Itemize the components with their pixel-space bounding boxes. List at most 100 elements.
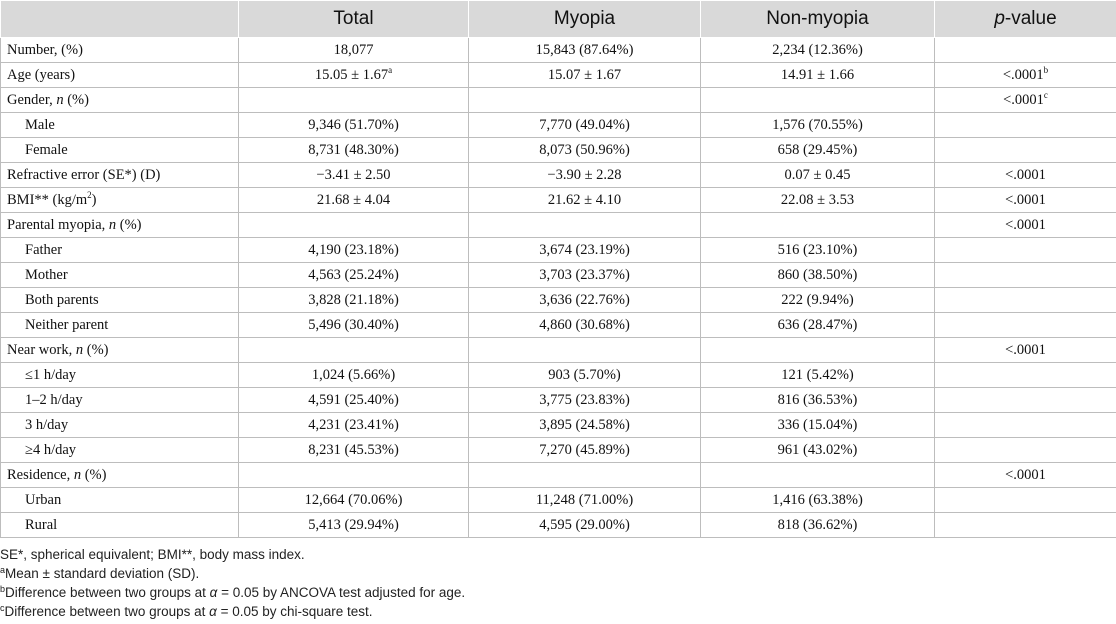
- header-myopia: Myopia: [468, 0, 701, 38]
- row-label: 1–2 h/day: [0, 387, 239, 413]
- cell-total: [238, 462, 469, 488]
- row-label: BMI** (kg/m2): [0, 187, 239, 213]
- row-label: Number, (%): [0, 37, 239, 63]
- results-table: Total Myopia Non-myopia p-value Number, …: [0, 0, 1116, 538]
- cell-non-myopia: [700, 337, 935, 363]
- footnote-c: cDifference between two groups at α = 0.…: [0, 602, 465, 621]
- cell-non-myopia: 1,416 (63.38%): [700, 487, 935, 513]
- cell-myopia: −3.90 ± 2.28: [468, 162, 701, 188]
- cell-total: 3,828 (21.18%): [238, 287, 469, 313]
- cell-myopia: 7,770 (49.04%): [468, 112, 701, 138]
- cell-myopia: [468, 337, 701, 363]
- cell-total: 9,346 (51.70%): [238, 112, 469, 138]
- footnote-text: Mean ± standard deviation (SD).: [5, 566, 200, 581]
- table-footnotes: SE*, spherical equivalent; BMI**, body m…: [0, 545, 465, 621]
- cell-myopia: [468, 462, 701, 488]
- header-row: Total Myopia Non-myopia p-value: [0, 0, 1116, 38]
- table-row: Rural 5,413 (29.94%) 4,595 (29.00%) 818 …: [0, 512, 1116, 538]
- cell-p-value: [934, 412, 1116, 438]
- cell-total: 4,231 (23.41%): [238, 412, 469, 438]
- cell-myopia: 15,843 (87.64%): [468, 37, 701, 63]
- cell-non-myopia: 121 (5.42%): [700, 362, 935, 388]
- row-label: Neither parent: [0, 312, 239, 338]
- footnote-mark: c: [0, 603, 5, 613]
- cell-myopia: 3,775 (23.83%): [468, 387, 701, 413]
- row-label: Female: [0, 137, 239, 163]
- cell-myopia: 4,860 (30.68%): [468, 312, 701, 338]
- row-label: Near work, n (%): [0, 337, 239, 363]
- row-label: Urban: [0, 487, 239, 513]
- table-row: Refractive error (SE*) (D) −3.41 ± 2.50 …: [0, 162, 1116, 188]
- footnote-b: bDifference between two groups at α = 0.…: [0, 583, 465, 602]
- cell-myopia: 11,248 (71.00%): [468, 487, 701, 513]
- table-row: 3 h/day 4,231 (23.41%) 3,895 (24.58%) 33…: [0, 412, 1116, 438]
- table-row: Gender, n (%) <.0001c: [0, 87, 1116, 113]
- row-label: 3 h/day: [0, 412, 239, 438]
- table-row: Mother 4,563 (25.24%) 3,703 (23.37%) 860…: [0, 262, 1116, 288]
- cell-p-value: [934, 237, 1116, 263]
- cell-non-myopia: [700, 462, 935, 488]
- table-row: Age (years) 15.05 ± 1.67a 15.07 ± 1.67 1…: [0, 62, 1116, 88]
- cell-p-value: [934, 112, 1116, 138]
- row-label-text: (%): [81, 467, 107, 483]
- cell-p-value: [934, 287, 1116, 313]
- cell-p-value: [934, 387, 1116, 413]
- row-label: Refractive error (SE*) (D): [0, 162, 239, 188]
- cell-myopia: 903 (5.70%): [468, 362, 701, 388]
- row-label: Rural: [0, 512, 239, 538]
- cell-p-value: [934, 512, 1116, 538]
- cell-non-myopia: [700, 212, 935, 238]
- table-row: BMI** (kg/m2) 21.68 ± 4.04 21.62 ± 4.10 …: [0, 187, 1116, 213]
- row-label-text: (%): [83, 342, 109, 358]
- cell-total: [238, 212, 469, 238]
- cell-myopia: 21.62 ± 4.10: [468, 187, 701, 213]
- row-label-text: ): [91, 192, 97, 208]
- cell-total: 21.68 ± 4.04: [238, 187, 469, 213]
- table-row: ≤1 h/day 1,024 (5.66%) 903 (5.70%) 121 (…: [0, 362, 1116, 388]
- table-row: ≥4 h/day 8,231 (45.53%) 7,270 (45.89%) 9…: [0, 437, 1116, 463]
- cell-p-value: <.0001b: [934, 62, 1116, 88]
- row-label: Age (years): [0, 62, 239, 88]
- cell-total: −3.41 ± 2.50: [238, 162, 469, 188]
- cell-non-myopia: [700, 87, 935, 113]
- cell-myopia: 3,674 (23.19%): [468, 237, 701, 263]
- row-label: Father: [0, 237, 239, 263]
- footnote-alpha: α: [209, 604, 217, 619]
- header-p-italic: p: [994, 8, 1005, 29]
- header-non-myopia: Non-myopia: [700, 0, 935, 38]
- cell-non-myopia: 2,234 (12.36%): [700, 37, 935, 63]
- row-label-italic: n: [108, 217, 117, 233]
- footnote-text: Difference between two groups at: [5, 585, 210, 600]
- cell-non-myopia: 658 (29.45%): [700, 137, 935, 163]
- cell-non-myopia: 961 (43.02%): [700, 437, 935, 463]
- cell-myopia: 3,895 (24.58%): [468, 412, 701, 438]
- cell-p-value: <.0001: [934, 337, 1116, 363]
- row-label-italic: n: [75, 342, 84, 358]
- row-label-text: Near work,: [7, 342, 76, 358]
- row-label: Residence, n (%): [0, 462, 239, 488]
- cell-myopia: [468, 87, 701, 113]
- cell-non-myopia: 14.91 ± 1.66: [700, 62, 935, 88]
- cell-p-value: <.0001: [934, 462, 1116, 488]
- cell-p-value: <.0001c: [934, 87, 1116, 113]
- row-label-italic: n: [56, 92, 64, 108]
- cell-myopia: 8,073 (50.96%): [468, 137, 701, 163]
- cell-total: 5,496 (30.40%): [238, 312, 469, 338]
- table-row: Parental myopia, n (%) <.0001: [0, 212, 1116, 238]
- footnote-a: aMean ± standard deviation (SD).: [0, 564, 465, 583]
- row-label-text: BMI** (kg/m: [7, 192, 88, 208]
- cell-myopia: 4,595 (29.00%): [468, 512, 701, 538]
- row-label-italic: n: [73, 467, 82, 483]
- row-label-text: (%): [63, 92, 89, 108]
- cell-myopia: 3,636 (22.76%): [468, 287, 701, 313]
- cell-p-value: <.0001: [934, 187, 1116, 213]
- row-label-text: Residence,: [7, 467, 74, 483]
- cell-p-value: <.0001: [934, 212, 1116, 238]
- cell-myopia: [468, 212, 701, 238]
- row-label-text: Gender,: [7, 92, 57, 108]
- row-label: Male: [0, 112, 239, 138]
- cell-p-value: [934, 437, 1116, 463]
- table-row: Male 9,346 (51.70%) 7,770 (49.04%) 1,576…: [0, 112, 1116, 138]
- cell-total: 4,190 (23.18%): [238, 237, 469, 263]
- footnote-mark: b: [0, 584, 6, 594]
